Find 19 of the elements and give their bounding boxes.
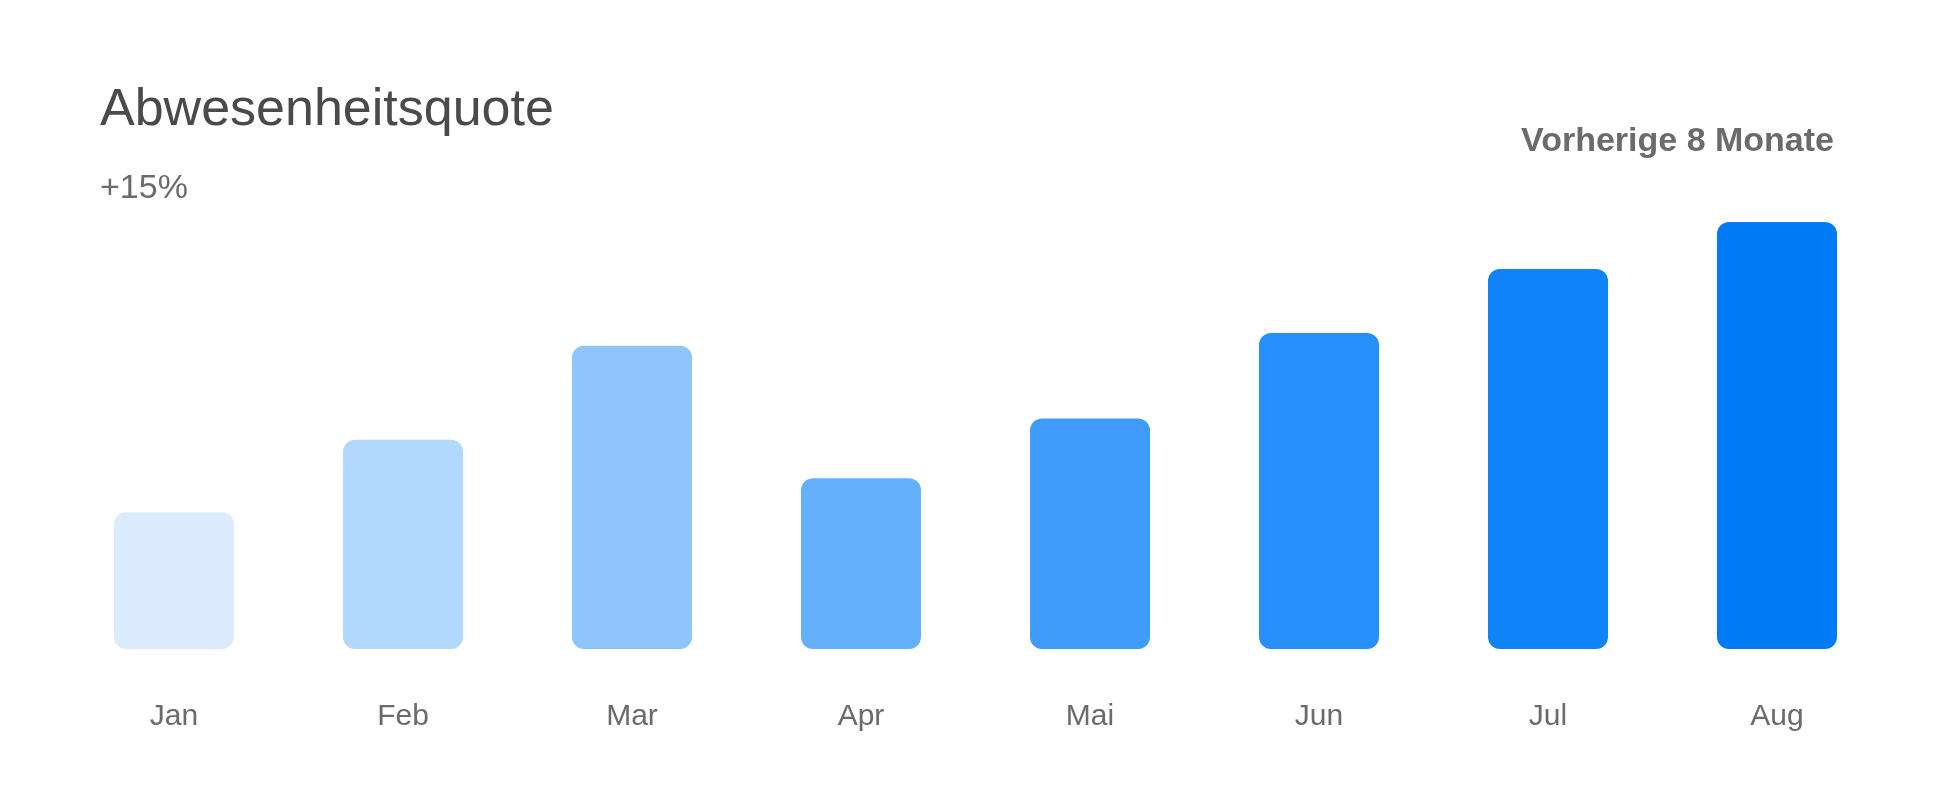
x-tick-label: Jul (1528, 698, 1568, 731)
x-tick-label: Jun (1294, 698, 1344, 731)
x-tick-label: Feb (377, 698, 429, 731)
x-tick-label: Aug (1750, 698, 1804, 731)
x-tick-label: Mai (1065, 698, 1115, 731)
bar (1717, 222, 1837, 649)
bar (1030, 418, 1150, 649)
bar (1488, 268, 1608, 649)
text: Vorherige 8 Monate (1521, 120, 1834, 158)
chart-subtitle: +15% (100, 167, 188, 205)
bar (114, 512, 234, 649)
chart-title: Abwesenheitsquote (100, 78, 554, 136)
x-tick-label: Apr (837, 698, 885, 731)
bar (1259, 333, 1379, 649)
bar (572, 345, 692, 649)
x-tick-label: Mar (606, 698, 658, 731)
x-tick-label: Jan (149, 698, 199, 731)
bar (801, 478, 921, 649)
bar (343, 439, 463, 649)
